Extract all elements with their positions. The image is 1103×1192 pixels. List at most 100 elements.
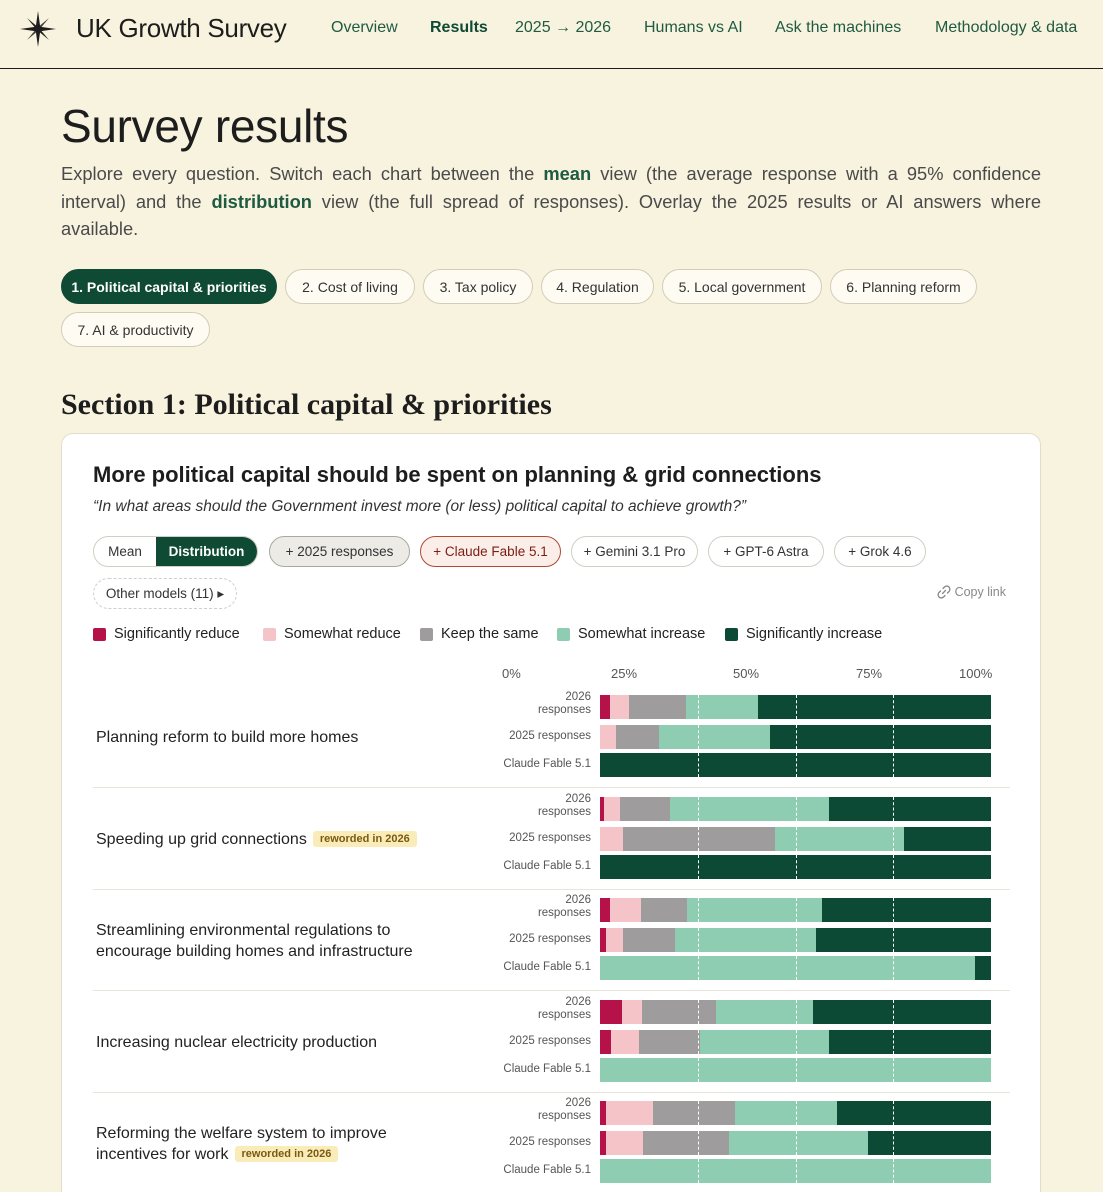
other-models-button[interactable]: Other models (11) ▸ <box>93 578 237 609</box>
bar-segment-some-reduce[interactable] <box>600 826 624 851</box>
bar-segment-sig-increase[interactable] <box>828 796 991 821</box>
nav-ask-the-machines[interactable]: Ask the machines <box>775 19 902 36</box>
tab-cost-of-living[interactable]: 2. Cost of living <box>285 269 415 304</box>
gridline <box>893 999 895 1024</box>
bar-segment-sig-increase[interactable] <box>758 695 991 719</box>
bar-segment-some-increase[interactable] <box>675 928 817 952</box>
bar-segment-sig-increase[interactable] <box>816 928 991 952</box>
bar-segment-sig-increase[interactable] <box>867 1131 991 1155</box>
compass-star-icon[interactable] <box>18 9 58 49</box>
bar-segment-same[interactable] <box>639 1029 700 1054</box>
bar-segment-some-reduce[interactable] <box>603 796 620 821</box>
bar-segment-sig-reduce[interactable] <box>600 928 606 952</box>
bar-segment-sig-increase[interactable] <box>836 1101 991 1125</box>
nav-overview[interactable]: Overview <box>331 19 398 36</box>
gridline <box>697 956 699 980</box>
bar-segment-sig-reduce[interactable] <box>600 999 622 1024</box>
distribution-toggle-button[interactable]: Distribution <box>156 537 257 566</box>
bar-segment-sig-increase[interactable] <box>822 898 991 922</box>
stacked-bar[interactable] <box>600 854 991 879</box>
gridline <box>893 854 895 879</box>
overlay-grok-button[interactable]: + Grok 4.6 <box>834 536 926 567</box>
nav-results[interactable]: Results <box>430 19 488 36</box>
overlay-gemini-button[interactable]: + Gemini 3.1 Pro <box>571 536 698 567</box>
brand-name[interactable]: UK Growth Survey <box>76 13 287 43</box>
stacked-bar[interactable] <box>600 1131 991 1155</box>
bar-segment-sig-increase[interactable] <box>770 725 991 749</box>
nav-methodology[interactable]: Methodology & data <box>935 19 1078 36</box>
bar-segment-same[interactable] <box>615 725 659 749</box>
gridline <box>893 1029 895 1054</box>
bar-segment-same[interactable] <box>623 826 776 851</box>
stacked-bar[interactable] <box>600 796 991 821</box>
tab-tax-policy[interactable]: 3. Tax policy <box>423 269 533 304</box>
stacked-bar[interactable] <box>600 928 991 952</box>
bar-segment-same[interactable] <box>641 999 717 1024</box>
bar-segment-some-reduce[interactable] <box>621 999 642 1024</box>
gridline <box>893 1159 895 1183</box>
stacked-bar[interactable] <box>600 826 991 851</box>
copy-link-button[interactable]: Copy link <box>937 585 1006 599</box>
bar-segment-some-increase[interactable] <box>658 725 771 749</box>
bar-series-label: Claude Fable 5.1 <box>503 1062 591 1075</box>
bar-segment-some-increase[interactable] <box>716 999 814 1024</box>
bar-segment-same[interactable] <box>641 898 688 922</box>
bar-segment-same[interactable] <box>629 695 686 719</box>
stacked-bar[interactable] <box>600 898 991 922</box>
tab-local-government[interactable]: 5. Local government <box>662 269 822 304</box>
bar-segment-some-reduce[interactable] <box>600 725 616 749</box>
bar-segment-some-reduce[interactable] <box>610 1029 640 1054</box>
gridline <box>697 796 699 821</box>
chart-legend: Significantly reduce Somewhat reduce Kee… <box>93 626 993 644</box>
bar-segment-sig-increase[interactable] <box>975 956 991 980</box>
tab-ai-productivity[interactable]: 7. AI & productivity <box>61 312 210 347</box>
bar-segment-some-increase[interactable] <box>669 796 829 821</box>
stacked-bar[interactable] <box>600 956 991 980</box>
gridline <box>697 1131 699 1155</box>
stacked-bar[interactable] <box>600 999 991 1024</box>
bar-segment-same[interactable] <box>652 1101 735 1125</box>
stacked-bar[interactable] <box>600 753 991 777</box>
tab-planning-reform[interactable]: 6. Planning reform <box>830 269 977 304</box>
bar-segment-sig-reduce[interactable] <box>600 1029 611 1054</box>
bar-segment-some-increase[interactable] <box>775 826 905 851</box>
bar-segment-sig-reduce[interactable] <box>600 695 610 719</box>
bar-segment-sig-increase[interactable] <box>828 1029 991 1054</box>
bar-segment-some-reduce[interactable] <box>609 695 630 719</box>
overlay-gpt-button[interactable]: + GPT-6 Astra <box>708 536 824 567</box>
overlay-2025-button[interactable]: + 2025 responses <box>269 536 410 567</box>
stacked-bar[interactable] <box>600 1101 991 1125</box>
bar-segment-same[interactable] <box>643 1131 730 1155</box>
tab-political-capital[interactable]: 1. Political capital & priorities <box>61 269 277 304</box>
stacked-bar[interactable] <box>600 725 991 749</box>
nav-humans-vs-ai[interactable]: Humans vs AI <box>644 19 743 36</box>
bar-segment-some-increase[interactable] <box>729 1131 868 1155</box>
bar-segment-sig-reduce[interactable] <box>600 1101 606 1125</box>
bar-segment-same[interactable] <box>619 796 670 821</box>
question-row: Increasing nuclear electricity productio… <box>93 992 1010 1093</box>
reworded-badge: reworded in 2026 <box>234 1146 339 1162</box>
bar-segment-same[interactable] <box>622 928 676 952</box>
stacked-bar[interactable] <box>600 1029 991 1054</box>
bar-segment-some-increase[interactable] <box>699 1029 829 1054</box>
bar-segment-sig-increase[interactable] <box>813 999 991 1024</box>
bar-segment-some-increase[interactable] <box>687 898 823 922</box>
bar-segment-sig-reduce[interactable] <box>600 898 610 922</box>
bar-segment-sig-reduce[interactable] <box>600 796 604 821</box>
legend-some-reduce: Somewhat reduce <box>263 626 401 642</box>
bar-segment-some-reduce[interactable] <box>609 898 642 922</box>
bar-segment-some-reduce[interactable] <box>605 1131 643 1155</box>
bar-segment-some-reduce[interactable] <box>605 1101 653 1125</box>
bar-segment-sig-increase[interactable] <box>904 826 991 851</box>
bar-segment-some-increase[interactable] <box>734 1101 837 1125</box>
tab-regulation[interactable]: 4. Regulation <box>541 269 654 304</box>
mean-toggle-button[interactable]: Mean <box>108 544 142 559</box>
stacked-bar[interactable] <box>600 695 991 719</box>
bar-segment-some-reduce[interactable] <box>605 928 623 952</box>
stacked-bar[interactable] <box>600 1159 991 1183</box>
stacked-bar[interactable] <box>600 1057 991 1082</box>
overlay-claude-button[interactable]: + Claude Fable 5.1 <box>420 536 561 567</box>
bar-segment-some-increase[interactable] <box>600 956 976 980</box>
bar-segment-sig-reduce[interactable] <box>600 1131 606 1155</box>
nav-2025-2026[interactable]: 2025 → 2026 <box>515 19 612 36</box>
